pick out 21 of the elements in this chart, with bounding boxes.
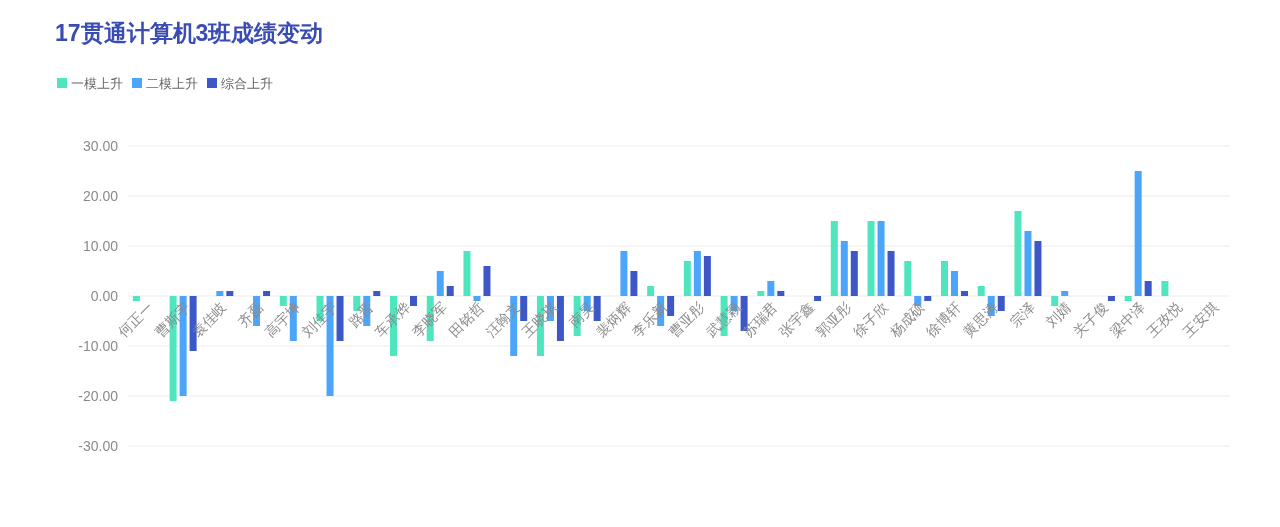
x-tick-label: 王晓琪 xyxy=(519,299,561,341)
y-tick-label: -20.00 xyxy=(78,388,119,404)
x-tick-label: 宗泽 xyxy=(1006,299,1038,331)
legend-label: 综合上升 xyxy=(221,75,273,91)
y-tick-label: 10.00 xyxy=(82,238,119,254)
title: 17贯通计算机3班成绩变动 xyxy=(55,20,324,46)
y-tick-label: -30.00 xyxy=(78,438,119,454)
x-tick-label: 刘婧 xyxy=(1043,299,1075,331)
x-tick-label: 车承烨 xyxy=(372,299,414,341)
x-tick-label: 黄思涛 xyxy=(959,299,1001,341)
y-tick-label: 30.00 xyxy=(82,138,119,154)
legend-label: 一模上升 xyxy=(71,75,123,91)
y-tick-label: 0.00 xyxy=(90,288,119,304)
x-tick-label: 田铭哲 xyxy=(445,299,487,341)
y-tick-label: 20.00 xyxy=(82,188,119,204)
y-tick-label: -10.00 xyxy=(78,338,119,354)
legend-label: 二模上升 xyxy=(146,75,198,91)
x-tick-label: 徐子欣 xyxy=(849,299,891,341)
x-tick-label: 南昊 xyxy=(565,299,597,331)
x-tick-label: 刘佳宇 xyxy=(298,299,340,341)
x-tick-label: 武慧颖 xyxy=(702,299,744,341)
